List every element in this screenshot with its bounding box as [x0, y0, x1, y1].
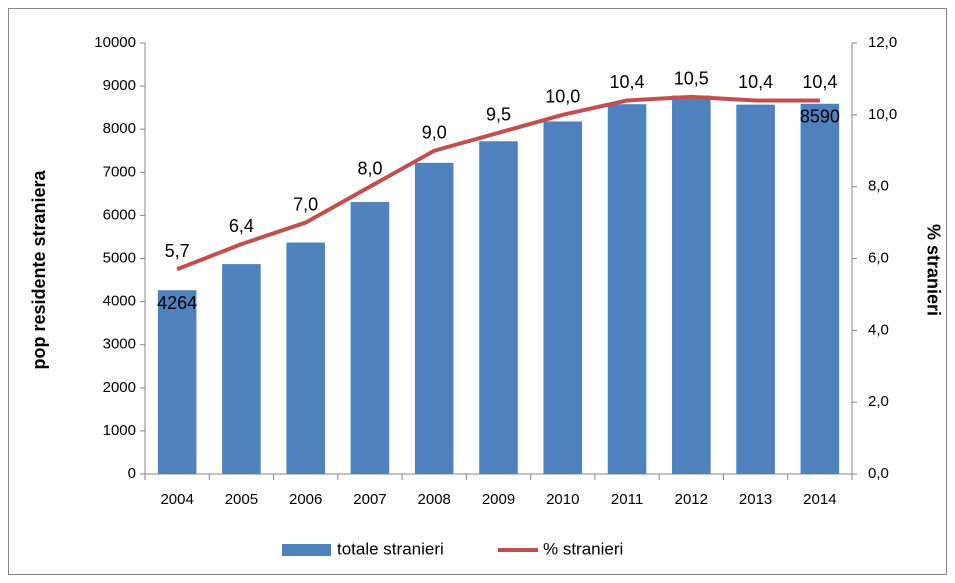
line-value-label: 5,7: [165, 241, 190, 261]
bar: [800, 103, 840, 475]
bar: [350, 202, 390, 474]
y-tick-label: 7000: [103, 163, 136, 180]
line-value-label: 9,5: [486, 105, 511, 125]
x-tick-label: 2007: [353, 491, 386, 508]
bar: [672, 95, 711, 474]
bar: [414, 162, 454, 474]
y-tick-label: 10000: [94, 34, 136, 51]
y-tick-label: 4000: [103, 293, 136, 310]
line-value-label: 7,0: [293, 194, 318, 214]
line-value-label: 10,0: [545, 87, 580, 107]
x-tick-label: 2006: [289, 491, 322, 508]
y2-tick-label: 6,0: [868, 249, 889, 266]
y-axis-title: pop residente straniera: [29, 169, 49, 369]
x-tick-label: 2004: [160, 491, 193, 508]
y-tick-label: 9000: [103, 77, 136, 94]
bar: [157, 290, 197, 474]
y2-axis-title: % stranieri: [923, 224, 943, 316]
line-value-label: 6,4: [229, 216, 254, 236]
line-value-label: 10,4: [738, 72, 773, 92]
legend-label: totale stranieri: [337, 539, 444, 558]
x-tick-label: 2010: [546, 491, 579, 508]
line-value-label: 10,5: [674, 69, 709, 89]
line: [176, 94, 820, 272]
bar: [736, 104, 775, 475]
bar: [543, 121, 583, 474]
y2-tick-label: 4,0: [868, 321, 889, 338]
y-tick-label: 0: [128, 465, 136, 482]
legend-label: % stranieri: [543, 539, 623, 558]
x-tick-label: 2009: [482, 491, 515, 508]
y2-tick-label: 8,0: [868, 178, 889, 195]
y-tick-label: 1000: [103, 422, 136, 439]
bar-value-label: 8590: [800, 107, 840, 127]
x-tick-label: 2012: [675, 491, 708, 508]
bar: [479, 141, 518, 474]
y-tick-label: 8000: [103, 120, 136, 137]
y2-tick-label: 2,0: [868, 393, 889, 410]
bar: [607, 104, 647, 475]
line-value-label: 10,4: [802, 72, 837, 92]
line-value-label: 8,0: [357, 158, 382, 178]
x-tick-label: 2005: [225, 491, 258, 508]
bar-value-label: 4264: [157, 293, 197, 313]
x-tick-label: 2008: [418, 491, 451, 508]
bar: [222, 264, 261, 474]
y2-tick-label: 10,0: [868, 106, 897, 123]
y-tick-label: 2000: [103, 379, 136, 396]
y-tick-label: 6000: [103, 206, 136, 223]
y-tick-label: 3000: [103, 336, 136, 353]
y2-tick-label: 12,0: [868, 34, 897, 51]
legend-swatch: [282, 544, 331, 556]
y2-tick-label: 0,0: [868, 465, 889, 482]
x-tick-label: 2014: [803, 491, 836, 508]
bar: [286, 242, 325, 474]
line-value-label: 9,0: [422, 123, 447, 143]
x-tick-label: 2011: [611, 491, 643, 508]
line-value-label: 10,4: [610, 72, 645, 92]
y-tick-label: 5000: [103, 249, 136, 266]
x-tick-label: 2013: [739, 491, 772, 508]
